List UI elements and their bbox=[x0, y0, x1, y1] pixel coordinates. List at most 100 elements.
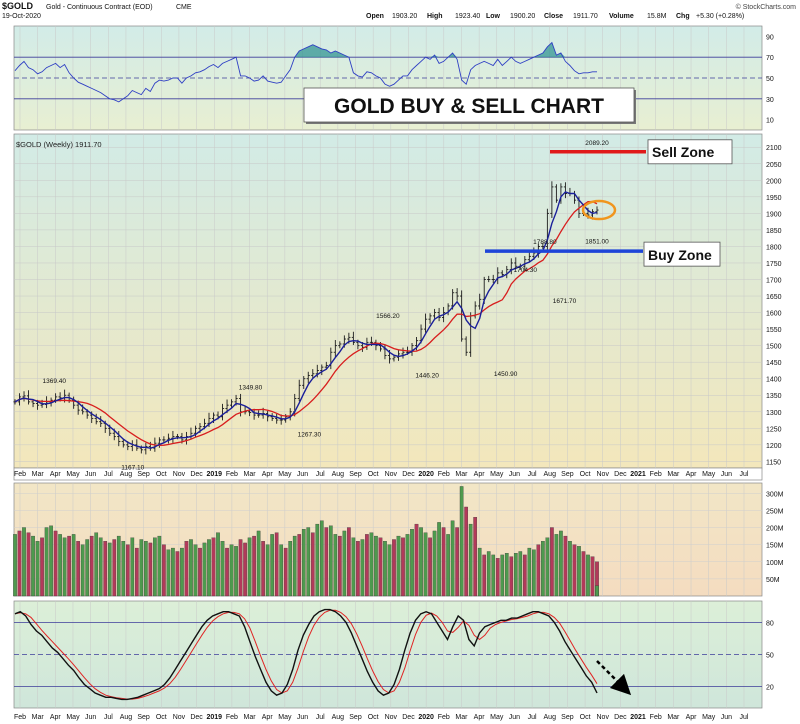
month-label: Mar bbox=[244, 471, 257, 478]
buy-zone-box bbox=[643, 241, 721, 267]
volume-bar bbox=[171, 547, 175, 597]
month-label: Feb bbox=[14, 714, 26, 721]
volume-bar bbox=[572, 544, 577, 597]
stochastic-tick-label: 80 bbox=[766, 620, 774, 627]
volume-bar bbox=[455, 527, 459, 597]
volume-bar bbox=[410, 529, 414, 597]
volume-bar bbox=[274, 532, 279, 597]
month-label: May bbox=[66, 714, 80, 721]
month-label: May bbox=[490, 714, 504, 721]
month-label: Aug bbox=[332, 471, 345, 478]
month-label: Apr bbox=[262, 714, 274, 721]
month-label: Dec bbox=[190, 471, 203, 478]
volume-bar bbox=[482, 554, 487, 597]
date-label: 19-Oct-2020 bbox=[2, 13, 41, 20]
price-tick-label: 2100 bbox=[766, 145, 782, 152]
volume-bar bbox=[148, 542, 153, 597]
price-bar bbox=[99, 416, 103, 427]
volume-bar bbox=[22, 527, 26, 597]
volume-bar bbox=[554, 534, 559, 597]
month-label: Jul bbox=[528, 471, 537, 478]
price-bar bbox=[554, 184, 558, 203]
month-label: Feb bbox=[438, 471, 450, 478]
month-label: Mar bbox=[32, 714, 45, 721]
price-value-label: 1369.40 bbox=[43, 378, 67, 385]
volume-bar bbox=[527, 547, 532, 597]
volume-bar bbox=[211, 537, 216, 597]
month-label: Sep bbox=[349, 714, 362, 721]
volume-bar bbox=[532, 549, 536, 597]
month-label: Jun bbox=[297, 471, 308, 478]
price-tick-label: 1200 bbox=[766, 443, 782, 450]
volume-bar bbox=[401, 537, 405, 597]
volume-bar bbox=[112, 539, 117, 597]
volume-bar bbox=[500, 554, 505, 597]
month-label: Feb bbox=[438, 714, 450, 721]
month-label: Nov bbox=[385, 471, 398, 478]
volume-bar bbox=[414, 523, 419, 597]
month-label: Jun bbox=[297, 714, 308, 721]
month-label: 2019 bbox=[206, 714, 222, 721]
volume-bar bbox=[396, 535, 401, 597]
month-label: Feb bbox=[650, 471, 662, 478]
volume-bar bbox=[162, 544, 166, 597]
volume-bar bbox=[80, 544, 85, 597]
volume-bar bbox=[595, 585, 599, 597]
price-tick-label: 2000 bbox=[766, 178, 782, 185]
volume-bar bbox=[238, 539, 243, 597]
volume-bar bbox=[134, 547, 139, 597]
rsi-line bbox=[14, 41, 597, 103]
month-label: 2020 bbox=[418, 714, 434, 721]
month-label: Aug bbox=[544, 471, 557, 478]
price-bar bbox=[338, 341, 342, 349]
volume-bar bbox=[387, 544, 392, 597]
volume-bar bbox=[351, 537, 356, 597]
month-label: Aug bbox=[120, 471, 133, 478]
volume-bar bbox=[513, 553, 518, 597]
exchange-label: CME bbox=[176, 4, 192, 11]
month-label: Sep bbox=[137, 471, 150, 478]
volume-bar bbox=[89, 535, 94, 597]
price-bar bbox=[162, 436, 166, 443]
volume-bar bbox=[383, 541, 387, 597]
price-bar bbox=[437, 307, 441, 322]
price-bar bbox=[266, 410, 270, 422]
date-axis-upper bbox=[13, 467, 763, 481]
volume-bar bbox=[437, 522, 441, 597]
volume-bar bbox=[67, 535, 71, 597]
volume-bar bbox=[577, 546, 581, 597]
volume-bar bbox=[428, 537, 432, 597]
volume-bar bbox=[333, 534, 338, 597]
price-bar bbox=[135, 439, 139, 451]
price-tick-label: 1250 bbox=[766, 426, 782, 433]
month-label: Nov bbox=[597, 714, 610, 721]
month-label: May bbox=[702, 714, 716, 721]
volume-bar bbox=[225, 547, 229, 597]
quote-close: 1911.70 bbox=[573, 13, 598, 20]
volume-bar bbox=[559, 530, 563, 597]
price-tick-label: 1650 bbox=[766, 294, 782, 301]
volume-bar bbox=[423, 532, 428, 597]
volume-bar bbox=[441, 527, 446, 597]
month-label: Sep bbox=[137, 714, 150, 721]
month-label: Jul bbox=[104, 714, 113, 721]
quote-volume: 15.8M bbox=[647, 13, 667, 20]
price-tick-label: 1300 bbox=[766, 410, 782, 417]
rsi-tick-label: 30 bbox=[766, 97, 774, 104]
month-label: Mar bbox=[667, 714, 680, 721]
month-label: Mar bbox=[667, 471, 680, 478]
price-bar bbox=[487, 275, 491, 283]
price-bar bbox=[464, 336, 468, 356]
month-label: May bbox=[490, 471, 504, 478]
price-bar bbox=[351, 331, 355, 345]
volume-bar bbox=[392, 539, 396, 597]
banner-box bbox=[303, 87, 635, 123]
volume-bar bbox=[49, 525, 53, 597]
volume-bar bbox=[247, 537, 252, 597]
month-label: 2019 bbox=[206, 471, 222, 478]
volume-bar bbox=[477, 547, 482, 597]
volume-bar bbox=[419, 527, 423, 597]
volume-bar bbox=[35, 541, 40, 597]
volume-bar bbox=[144, 541, 148, 597]
volume-bar bbox=[360, 539, 365, 597]
